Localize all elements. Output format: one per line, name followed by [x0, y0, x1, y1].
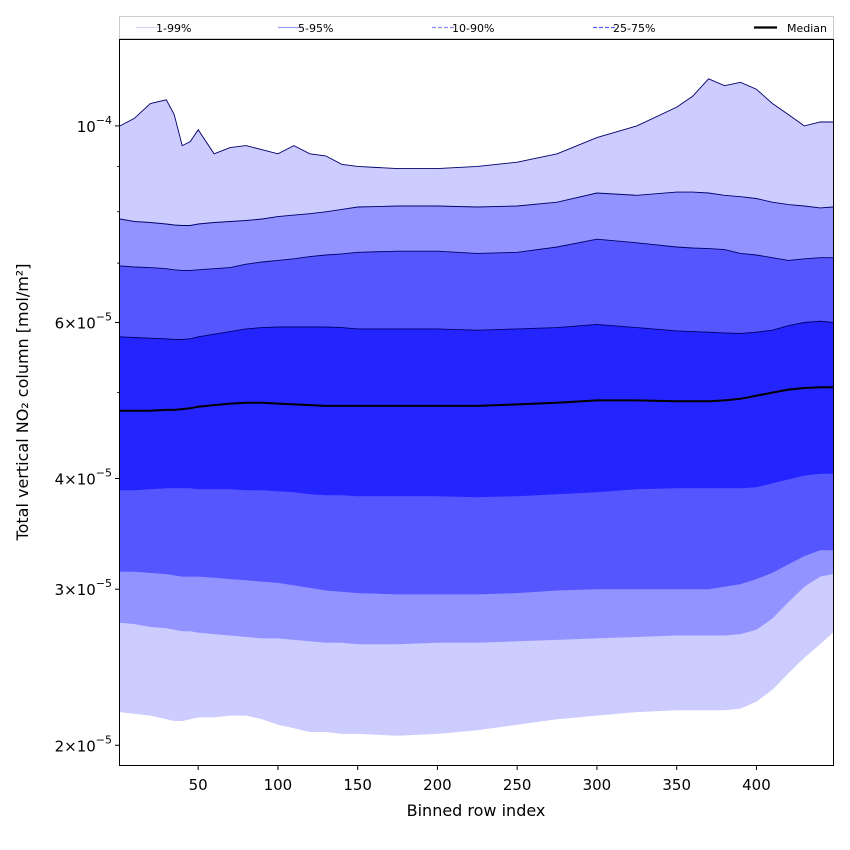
legend: 1-99% 5-95% 10-90% 25-75% Median — [119, 16, 834, 39]
p90-outline — [119, 238, 833, 271]
x-tick-label: 200 — [423, 776, 452, 794]
legend-label: 25-75% — [613, 22, 655, 35]
x-tick-label: 100 — [264, 776, 293, 794]
x-tick-label: 150 — [343, 776, 372, 794]
median-line — [120, 386, 833, 412]
x-tick-label: 350 — [662, 776, 691, 794]
y-axis-ticks: 2×10−5 3×10−5 4×10−5 6×10−5 10−4 — [55, 114, 120, 755]
p99-outline — [119, 78, 833, 170]
y-tick-label: 10−4 — [77, 114, 112, 136]
x-tick-label: 400 — [742, 776, 771, 794]
plot-frame — [119, 39, 834, 766]
percentile-outlines — [119, 78, 834, 340]
x-tick-label: 250 — [503, 776, 532, 794]
y-tick-label: 2×10−5 — [55, 733, 112, 755]
band-25-75 — [120, 321, 833, 498]
legend-box — [119, 16, 834, 39]
y-axis-label: Total vertical NO₂ column [mol/m²] — [13, 264, 32, 542]
y-tick-label: 3×10−5 — [55, 577, 112, 599]
legend-label: Median — [787, 22, 827, 35]
legend-label: 5-95% — [298, 22, 333, 35]
p95-outline — [119, 191, 834, 226]
y-tick-label: 6×10−5 — [55, 310, 112, 332]
x-axis-ticks: 50 100 150 200 250 300 350 400 — [189, 765, 771, 794]
x-tick-label: 300 — [583, 776, 612, 794]
percentile-bands — [120, 78, 833, 736]
legend-label: 10-90% — [452, 22, 494, 35]
x-axis-label: Binned row index — [407, 801, 546, 820]
p75-outline — [119, 320, 834, 340]
legend-label: 1-99% — [156, 22, 191, 35]
x-tick-label: 50 — [189, 776, 208, 794]
y-tick-label: 4×10−5 — [55, 467, 112, 489]
